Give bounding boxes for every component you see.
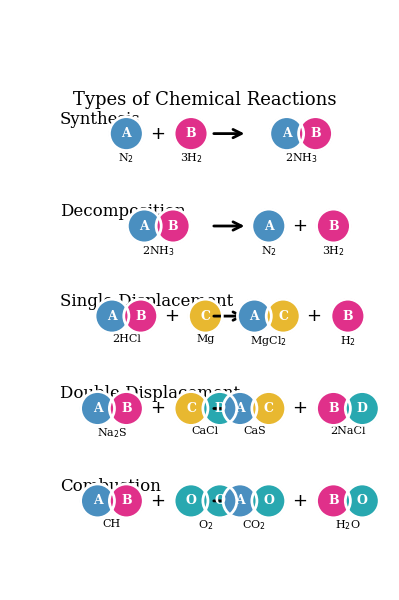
Text: B: B xyxy=(135,310,146,323)
Circle shape xyxy=(127,209,161,243)
Circle shape xyxy=(316,484,350,518)
Circle shape xyxy=(316,209,350,243)
Text: N$_2$: N$_2$ xyxy=(119,151,134,165)
Text: O$_2$: O$_2$ xyxy=(198,518,213,532)
Text: 2HCl: 2HCl xyxy=(112,334,141,344)
Text: Double Displacement: Double Displacement xyxy=(60,385,240,403)
Text: +: + xyxy=(150,400,165,418)
Circle shape xyxy=(345,392,379,425)
Circle shape xyxy=(203,392,237,425)
Circle shape xyxy=(252,209,286,243)
Circle shape xyxy=(109,392,143,425)
Text: +: + xyxy=(164,307,179,325)
Circle shape xyxy=(188,299,222,333)
Circle shape xyxy=(270,116,304,151)
Text: A: A xyxy=(282,127,292,140)
Text: A: A xyxy=(139,220,149,232)
Text: A: A xyxy=(235,402,245,415)
Circle shape xyxy=(174,484,208,518)
Text: CH: CH xyxy=(103,518,121,529)
Circle shape xyxy=(156,209,190,243)
Text: A: A xyxy=(107,310,117,323)
Text: B: B xyxy=(121,494,132,508)
Text: Combustion: Combustion xyxy=(60,478,161,495)
Text: H$_2$: H$_2$ xyxy=(340,334,356,347)
Text: N$_2$: N$_2$ xyxy=(261,244,277,257)
Text: CO$_2$: CO$_2$ xyxy=(243,518,266,532)
Text: D: D xyxy=(357,402,368,415)
Text: O: O xyxy=(357,494,368,508)
Text: 2NH$_3$: 2NH$_3$ xyxy=(285,151,318,165)
Text: C: C xyxy=(200,310,210,323)
Text: B: B xyxy=(186,127,196,140)
Text: A: A xyxy=(249,310,259,323)
Text: B: B xyxy=(310,127,321,140)
Circle shape xyxy=(174,392,208,425)
Circle shape xyxy=(174,116,208,151)
Text: O: O xyxy=(186,494,196,508)
Text: CaS: CaS xyxy=(243,426,266,436)
Text: +: + xyxy=(306,307,322,325)
Text: Single Displacement: Single Displacement xyxy=(60,293,233,310)
Circle shape xyxy=(109,484,143,518)
Text: Mg: Mg xyxy=(196,334,215,344)
Text: C: C xyxy=(264,402,274,415)
Text: O: O xyxy=(214,494,225,508)
Text: +: + xyxy=(292,400,307,418)
Text: A: A xyxy=(121,127,131,140)
Circle shape xyxy=(81,484,115,518)
Text: H$_2$O: H$_2$O xyxy=(335,518,361,532)
Text: +: + xyxy=(292,492,307,510)
Circle shape xyxy=(223,484,257,518)
Text: 3H$_2$: 3H$_2$ xyxy=(180,151,202,165)
Text: Decomposition: Decomposition xyxy=(60,203,186,220)
Text: +: + xyxy=(150,125,165,143)
Circle shape xyxy=(266,299,300,333)
Circle shape xyxy=(81,392,115,425)
Circle shape xyxy=(252,392,286,425)
Circle shape xyxy=(95,299,129,333)
Text: B: B xyxy=(121,402,132,415)
Text: MgCl$_2$: MgCl$_2$ xyxy=(250,334,287,348)
Text: 2NaCl: 2NaCl xyxy=(330,426,365,436)
Text: O: O xyxy=(263,494,274,508)
Text: B: B xyxy=(343,310,353,323)
Text: B: B xyxy=(328,494,339,508)
Text: +: + xyxy=(292,217,307,235)
Circle shape xyxy=(203,484,237,518)
Circle shape xyxy=(109,116,143,151)
Text: Types of Chemical Reactions: Types of Chemical Reactions xyxy=(73,91,336,109)
Text: A: A xyxy=(235,494,245,508)
Circle shape xyxy=(252,484,286,518)
Text: Synthesis: Synthesis xyxy=(60,110,141,127)
Circle shape xyxy=(345,484,379,518)
Text: Na$_2$S: Na$_2$S xyxy=(97,426,127,440)
Text: A: A xyxy=(93,402,103,415)
Text: C: C xyxy=(186,402,196,415)
Text: C: C xyxy=(278,310,288,323)
Circle shape xyxy=(316,392,350,425)
Circle shape xyxy=(223,392,257,425)
Text: D: D xyxy=(214,402,225,415)
Text: B: B xyxy=(168,220,178,232)
Circle shape xyxy=(298,116,332,151)
Text: A: A xyxy=(93,494,103,508)
Circle shape xyxy=(124,299,158,333)
Text: 2NH$_3$: 2NH$_3$ xyxy=(142,244,175,257)
Circle shape xyxy=(331,299,365,333)
Circle shape xyxy=(237,299,271,333)
Text: CaCl: CaCl xyxy=(192,426,219,436)
Text: B: B xyxy=(328,402,339,415)
Text: 3H$_2$: 3H$_2$ xyxy=(322,244,345,257)
Text: A: A xyxy=(264,220,274,232)
Text: +: + xyxy=(150,492,165,510)
Text: B: B xyxy=(328,220,339,232)
